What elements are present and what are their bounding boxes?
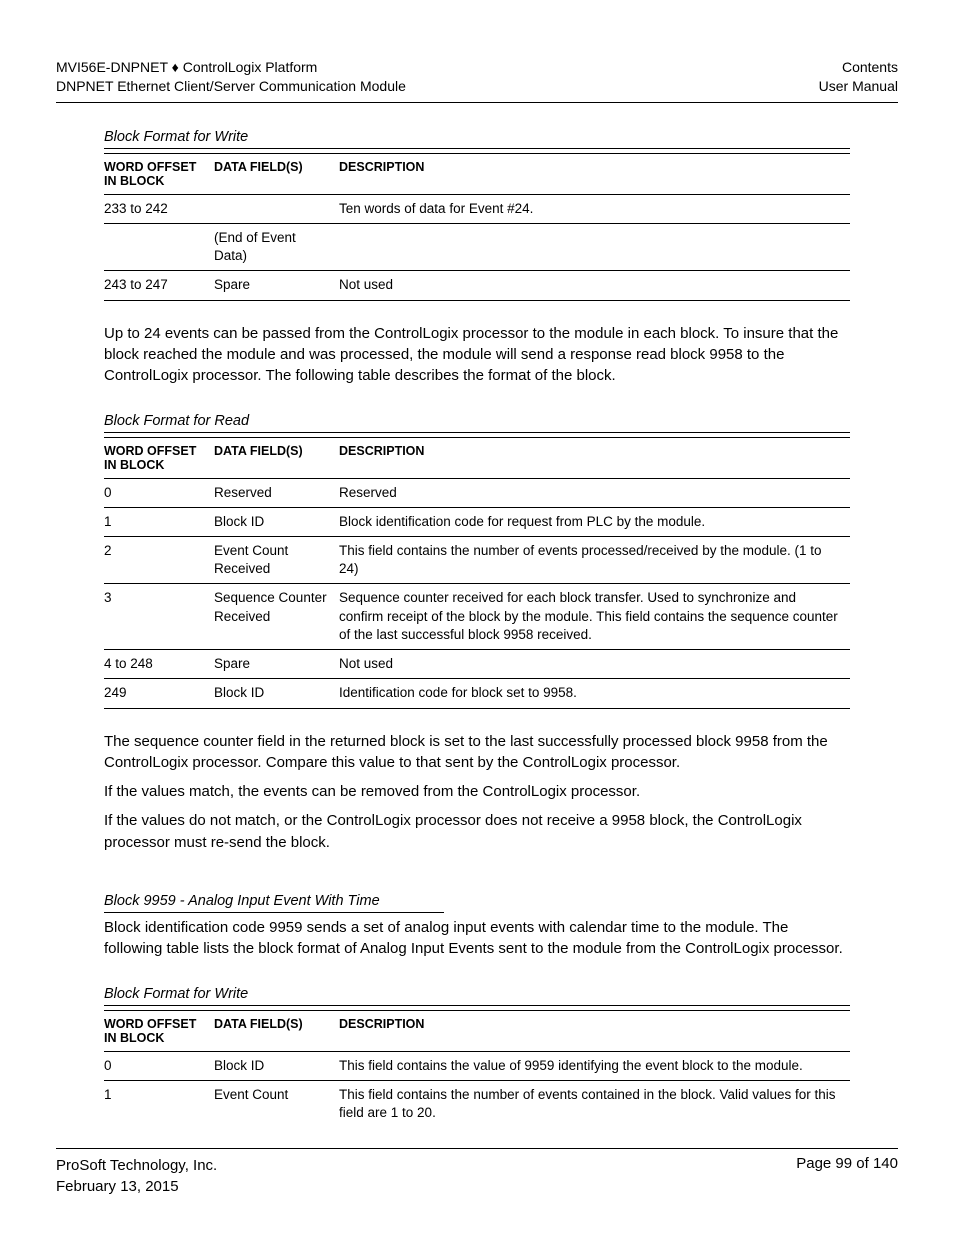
table-row: 249 Block ID Identification code for blo… [104, 679, 850, 708]
cell [104, 224, 214, 271]
section-title-9959: Block 9959 - Analog Input Event With Tim… [104, 893, 444, 913]
table-header: WORD OFFSET IN BLOCK [104, 437, 214, 478]
header-manual: User Manual [819, 77, 898, 96]
cell: Spare [214, 650, 339, 679]
cell: 1 [104, 507, 214, 536]
table-block-write-1: WORD OFFSET IN BLOCK DATA FIELD(S) DESCR… [104, 153, 850, 301]
cell: This field contains the number of events… [339, 536, 850, 583]
table-row: 2 Event Count Received This field contai… [104, 536, 850, 583]
table-row: 1 Block ID Block identification code for… [104, 507, 850, 536]
header-right: Contents User Manual [819, 58, 898, 96]
table-header: WORD OFFSET IN BLOCK [104, 1010, 214, 1051]
cell: (End of Event Data) [214, 224, 339, 271]
page-header: MVI56E-DNPNET ♦ ControlLogix Platform DN… [56, 58, 898, 103]
cell: Not used [339, 271, 850, 300]
section-title-read: Block Format for Read [104, 413, 850, 433]
paragraph: If the values do not match, or the Contr… [104, 810, 850, 853]
table-row: 0 Block ID This field contains the value… [104, 1051, 850, 1080]
cell: Sequence counter received for each block… [339, 584, 850, 650]
cell: 233 to 242 [104, 194, 214, 223]
paragraph: If the values match, the events can be r… [104, 781, 850, 802]
table-block-read: WORD OFFSET IN BLOCK DATA FIELD(S) DESCR… [104, 437, 850, 709]
table-header: DATA FIELD(S) [214, 1010, 339, 1051]
cell: This field contains the value of 9959 id… [339, 1051, 850, 1080]
table-header: WORD OFFSET IN BLOCK [104, 153, 214, 194]
cell: Spare [214, 271, 339, 300]
cell [339, 224, 850, 271]
page-footer: ProSoft Technology, Inc. February 13, 20… [56, 1148, 898, 1197]
cell: Block ID [214, 679, 339, 708]
cell: Block identification code for request fr… [339, 507, 850, 536]
section-title-write-1: Block Format for Write [104, 129, 850, 149]
table-block-write-2: WORD OFFSET IN BLOCK DATA FIELD(S) DESCR… [104, 1010, 850, 1128]
table-row: 3 Sequence Counter Received Sequence cou… [104, 584, 850, 650]
table-row: 4 to 248 Spare Not used [104, 650, 850, 679]
table-row: 243 to 247 Spare Not used [104, 271, 850, 300]
cell: 0 [104, 478, 214, 507]
cell: 4 to 248 [104, 650, 214, 679]
table-row: (End of Event Data) [104, 224, 850, 271]
cell: Event Count Received [214, 536, 339, 583]
header-contents: Contents [819, 58, 898, 77]
cell: Ten words of data for Event #24. [339, 194, 850, 223]
footer-left: ProSoft Technology, Inc. February 13, 20… [56, 1155, 217, 1197]
header-platform: ControlLogix Platform [179, 59, 318, 75]
cell: 249 [104, 679, 214, 708]
cell: Block ID [214, 1051, 339, 1080]
footer-date: February 13, 2015 [56, 1176, 217, 1197]
table-header: DESCRIPTION [339, 1010, 850, 1051]
cell: Reserved [339, 478, 850, 507]
footer-page: Page 99 of 140 [796, 1155, 898, 1197]
cell: Block ID [214, 507, 339, 536]
cell: 243 to 247 [104, 271, 214, 300]
table-row: 1 Event Count This field contains the nu… [104, 1080, 850, 1127]
table-header: DESCRIPTION [339, 153, 850, 194]
header-left: MVI56E-DNPNET ♦ ControlLogix Platform DN… [56, 58, 406, 96]
paragraph: Up to 24 events can be passed from the C… [104, 323, 850, 387]
page-content: Block Format for Write WORD OFFSET IN BL… [56, 129, 898, 1127]
footer-company: ProSoft Technology, Inc. [56, 1155, 217, 1176]
paragraph: Block identification code 9959 sends a s… [104, 917, 850, 960]
cell: Not used [339, 650, 850, 679]
cell [214, 194, 339, 223]
diamond-icon: ♦ [172, 59, 179, 75]
cell: This field contains the number of events… [339, 1080, 850, 1127]
cell: Identification code for block set to 995… [339, 679, 850, 708]
cell: 0 [104, 1051, 214, 1080]
table-row: 233 to 242 Ten words of data for Event #… [104, 194, 850, 223]
header-subtitle: DNPNET Ethernet Client/Server Communicat… [56, 77, 406, 96]
paragraph: The sequence counter field in the return… [104, 731, 850, 774]
cell: 3 [104, 584, 214, 650]
table-header: DATA FIELD(S) [214, 437, 339, 478]
cell: 1 [104, 1080, 214, 1127]
header-product: MVI56E-DNPNET [56, 59, 172, 75]
section-title-write-2: Block Format for Write [104, 986, 850, 1006]
table-header: DESCRIPTION [339, 437, 850, 478]
cell: Reserved [214, 478, 339, 507]
table-header: DATA FIELD(S) [214, 153, 339, 194]
table-row: 0 Reserved Reserved [104, 478, 850, 507]
cell: Event Count [214, 1080, 339, 1127]
cell: Sequence Counter Received [214, 584, 339, 650]
cell: 2 [104, 536, 214, 583]
